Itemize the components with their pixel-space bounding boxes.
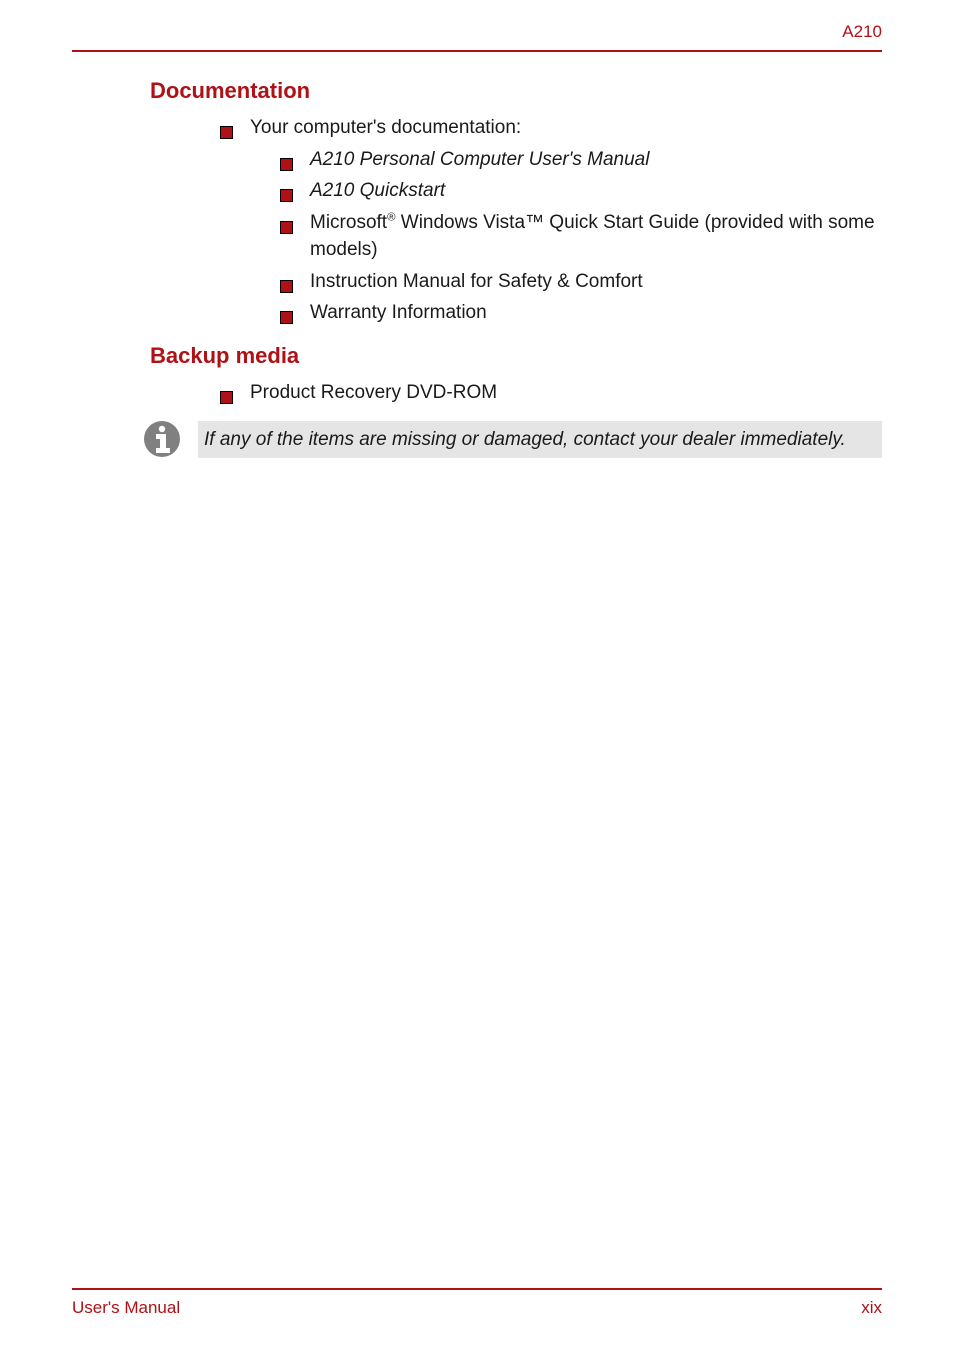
note-text: If any of the items are missing or damag… — [204, 429, 846, 450]
bullet-icon — [220, 120, 233, 133]
page: A210 Documentation Your computer's docum… — [0, 0, 954, 1352]
documentation-intro-text: Your computer's documentation: — [250, 117, 521, 138]
documentation-list: Your computer's documentation: A210 Pers… — [150, 114, 882, 327]
documentation-heading: Documentation — [150, 78, 882, 104]
header-rule — [72, 50, 882, 52]
list-item-label: Instruction Manual for Safety & Comfort — [310, 271, 643, 292]
list-item-label: Warranty Information — [310, 302, 487, 323]
content-area: Documentation Your computer's documentat… — [150, 78, 882, 458]
list-item: Microsoft® Windows Vista™ Quick Start Gu… — [280, 209, 882, 264]
backup-heading: Backup media — [150, 343, 882, 369]
list-item: Product Recovery DVD-ROM — [220, 379, 882, 407]
bullet-icon — [280, 152, 293, 165]
documentation-sublist: A210 Personal Computer User's Manual A21… — [250, 146, 882, 327]
bullet-icon — [280, 215, 293, 228]
documentation-intro-item: Your computer's documentation: A210 Pers… — [220, 114, 882, 327]
list-item: Instruction Manual for Safety & Comfort — [280, 268, 882, 296]
note-box: If any of the items are missing or damag… — [198, 421, 882, 459]
bullet-icon — [280, 305, 293, 318]
list-item: A210 Quickstart — [280, 177, 882, 205]
footer-rule — [72, 1288, 882, 1290]
footer-right: xix — [861, 1298, 882, 1318]
list-item-label: A210 Quickstart — [310, 180, 445, 201]
backup-list: Product Recovery DVD-ROM — [150, 379, 882, 407]
note-row: If any of the items are missing or damag… — [150, 420, 882, 458]
header-model-label: A210 — [842, 22, 882, 42]
bullet-icon — [220, 385, 233, 398]
bullet-icon — [280, 183, 293, 196]
list-item-label: Microsoft® Windows Vista™ Quick Start Gu… — [310, 212, 875, 261]
bullet-icon — [280, 274, 293, 287]
list-item-label: Product Recovery DVD-ROM — [250, 382, 497, 403]
info-icon — [142, 420, 182, 458]
list-item: A210 Personal Computer User's Manual — [280, 146, 882, 174]
footer-left: User's Manual — [72, 1298, 180, 1318]
list-item-label: A210 Personal Computer User's Manual — [310, 149, 649, 170]
list-item: Warranty Information — [280, 299, 882, 327]
